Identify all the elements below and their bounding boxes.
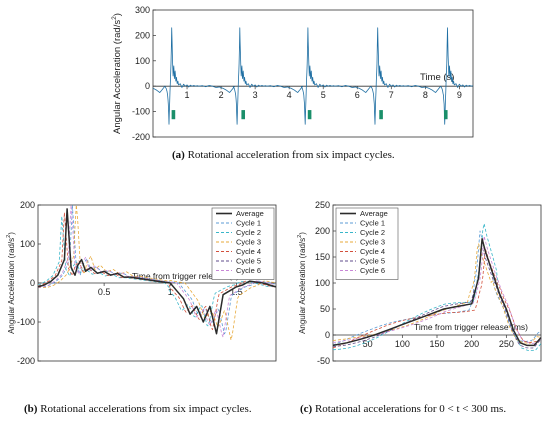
plot-frame-a xyxy=(152,9,474,138)
xlabel-b: Time from trigger release (s) xyxy=(132,271,239,281)
ytick-label-c: -50 xyxy=(317,356,330,366)
ytick-label-a: 100 xyxy=(135,56,150,66)
legend-entry-c: Cycle 3 xyxy=(360,238,385,247)
series-cycle-b xyxy=(38,204,275,338)
ytick-label-b: 200 xyxy=(20,200,35,210)
series-cycle-c xyxy=(332,248,542,348)
legend-entry-b: Cycle 5 xyxy=(236,257,261,266)
xtick-label-c: 200 xyxy=(464,339,479,349)
ytick-label-a: 0 xyxy=(145,81,150,91)
signal-cycle-a xyxy=(232,27,304,125)
signal-cycle-a xyxy=(370,27,441,125)
xtick-label-a: 4 xyxy=(287,90,292,100)
xtick-label-c: 150 xyxy=(429,339,444,349)
xtick-label-a: 3 xyxy=(253,90,258,100)
legend-entry-b: Average xyxy=(236,209,264,218)
series-cycle-c xyxy=(332,243,542,344)
xtick-label-a: 1 xyxy=(185,90,190,100)
ytick-label-b: 100 xyxy=(20,239,35,249)
xlabel-c: Time from trigger release (ms) xyxy=(414,322,528,332)
series-cycle-c xyxy=(332,243,542,349)
xtick-label-c: 100 xyxy=(395,339,410,349)
chart-c: -50 0 50 100 150 200 250 50 100 150 200 250 Angular … xyxy=(297,200,542,366)
signal-cycle-a xyxy=(300,27,372,125)
release-marker-a xyxy=(171,110,176,120)
ytick-label-a: -100 xyxy=(132,107,150,117)
ytick-label-a: -200 xyxy=(132,132,150,142)
xtick-label-a: 2 xyxy=(219,90,224,100)
series-cycle-b xyxy=(37,215,275,327)
legend-entry-b: Cycle 3 xyxy=(236,238,261,247)
release-marker-a xyxy=(443,110,448,120)
caption-b: (b) Rotational accelerations from six im… xyxy=(24,403,252,415)
ytick-label-b: -200 xyxy=(17,356,35,366)
legend-entry-c: Cycle 5 xyxy=(360,257,385,266)
ylabel-c: Angular Acceleration (rad/s2) xyxy=(297,232,307,334)
signal-cycle-a xyxy=(152,27,236,125)
xtick-label-a: 8 xyxy=(423,90,428,100)
caption-a-tag: (a) xyxy=(172,149,185,161)
ytick-label-c: 150 xyxy=(315,252,330,262)
chart-a: -200 -100 0 100 200 300 1 2 3 4 5 6 7 8 9 Angular Accel… xyxy=(111,5,474,142)
ytick-label-c: 0 xyxy=(325,330,330,340)
xtick-label-c: 50 xyxy=(363,339,373,349)
xtick-label-a: 7 xyxy=(389,90,394,100)
ytick-label-b: -100 xyxy=(17,317,35,327)
ytick-label-c: 50 xyxy=(320,304,330,314)
caption-a: (a) Rotational acceleration from six imp… xyxy=(172,149,395,161)
ylabel-b: Angular Acceleration (rad/s2) xyxy=(6,232,16,334)
caption-b-tag: (b) xyxy=(24,403,38,415)
xtick-label-a: 9 xyxy=(457,90,462,100)
series-cycle-c xyxy=(332,230,542,346)
signal-cycle-a xyxy=(440,27,474,125)
ytick-label-c: 100 xyxy=(315,278,330,288)
ylabel-a: Angular Acceleration (rad/s2) xyxy=(111,13,123,134)
legend-entry-b: Cycle 1 xyxy=(236,219,261,228)
ytick-label-a: 200 xyxy=(135,30,150,40)
series-cycle-c xyxy=(332,223,542,351)
series-average-c xyxy=(332,238,542,347)
xtick-label-c: 250 xyxy=(499,339,514,349)
legend-entry-c: Cycle 4 xyxy=(360,247,385,256)
release-marker-a xyxy=(379,110,383,120)
legend-entry-c: Cycle 6 xyxy=(360,266,385,275)
xtick-label-b: 0.5 xyxy=(98,287,111,297)
release-marker-a xyxy=(307,110,312,120)
caption-a-text: Rotational acceleration from six impact … xyxy=(185,149,395,161)
legend-entry-b: Cycle 6 xyxy=(236,266,261,275)
legend-box-c xyxy=(335,207,399,280)
ytick-label-c: 250 xyxy=(315,200,330,210)
legend-entry-b: Cycle 4 xyxy=(236,247,261,256)
xtick-label-a: 5 xyxy=(321,90,326,100)
caption-c-tag: (c) xyxy=(300,403,313,415)
caption-b-text: Rotational accelerations from six impact… xyxy=(37,403,251,415)
caption-c: (c) Rotational accelerations for 0 < t <… xyxy=(300,403,506,415)
series-average-b xyxy=(37,208,277,335)
legend-entry-c: Average xyxy=(360,209,388,218)
release-marker-a xyxy=(241,110,246,120)
legend-entry-c: Cycle 1 xyxy=(360,219,385,228)
legend-entry-b: Cycle 2 xyxy=(236,228,261,237)
caption-c-text: Rotational accelerations for 0 < t < 300… xyxy=(312,403,506,415)
legend-box-b xyxy=(211,207,275,280)
ytick-label-c: 200 xyxy=(315,226,330,236)
legend-entry-c: Cycle 2 xyxy=(360,228,385,237)
xlabel-a: Time (s) xyxy=(420,72,454,83)
xtick-label-a: 6 xyxy=(355,90,360,100)
series-cycle-b xyxy=(38,204,275,341)
ytick-label-b: 0 xyxy=(30,278,35,288)
ytick-label-a: 300 xyxy=(135,5,150,15)
